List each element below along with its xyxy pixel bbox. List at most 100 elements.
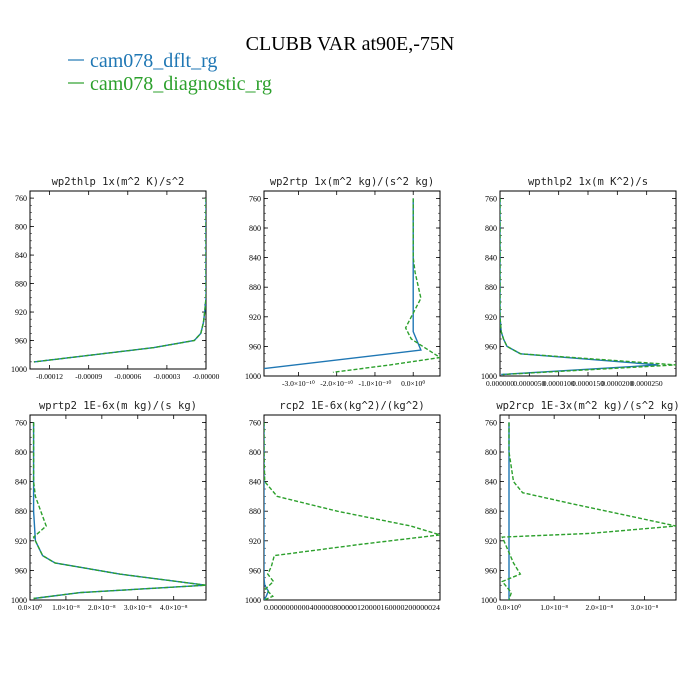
plot-frame [29,190,207,370]
panel-title: wp2thlp 1x(m^2 K)/s^2 [52,176,185,188]
x-tick-label: -0.00003 [153,372,180,381]
y-tick-label: 1000 [11,596,27,605]
y-tick-label: 800 [249,224,261,233]
panel-5: rcp2 1E-6x(kg^2)/(kg^2) 760 800 840 880 920 96… [245,400,441,612]
y-tick-label: 920 [249,313,261,322]
x-tick-label: -3.0×10⁻¹⁰ [282,379,315,388]
x-tick-labels-overprint: 0.00000000004000008000001200001600002000… [264,603,440,612]
y-tick-label: 960 [485,566,497,575]
y-tick-label: 840 [249,478,261,487]
y-tick-label: 760 [15,418,27,427]
series-line [500,198,659,376]
panel-6: wp2rcp 1E-3x(m^2 kg)/(s^2 kg) 760 800 840 88… [481,400,680,612]
x-tick-label: 3.0×10⁻⁸ [124,603,152,612]
x-tick-label: 3.0×10⁻⁸ [631,603,659,612]
y-tick-label: 920 [485,313,497,322]
series-group [33,198,206,363]
y-tick-label: 760 [485,418,497,427]
series-line [264,422,270,600]
panel-title: wprtp2 1E-6x(m kg)/(s kg) [39,400,197,412]
x-tick-label: -0.00006 [114,372,141,381]
y-tick-label: 800 [249,448,261,457]
series-line [33,198,206,363]
y-tick-label: 960 [249,566,261,575]
x-tick-label: 2.0×10⁻⁸ [88,603,116,612]
y-tick-label: 880 [249,283,261,292]
y-tick-label: 880 [485,283,497,292]
x-tick-label: 2.0×10⁻⁸ [585,603,613,612]
y-tick-label: 1000 [11,365,27,374]
y-tick-label: 800 [15,223,27,232]
y-tick-label: 840 [249,254,261,263]
panel-3: wpthlp2 1x(m K^2)/s 760 800 840 880 920 960 100… [481,176,677,388]
y-tick-label: 880 [249,507,261,516]
x-tick-label: 1.0×10⁻⁸ [52,603,80,612]
y-tick-label: 760 [15,194,27,203]
panel-4: wprtp2 1E-6x(m kg)/(s kg) 760 800 840 880 920… [11,400,207,612]
y-tick-label: 1000 [245,372,261,381]
panel-title: wp2rcp 1E-3x(m^2 kg)/(s^2 kg) [496,400,679,412]
series-group [501,422,676,600]
y-tick-label: 880 [485,507,497,516]
panel-title: rcp2 1E-6x(kg^2)/(kg^2) [279,400,424,412]
x-tick-label: 0.0000200 [601,379,633,388]
y-tick-label: 800 [485,448,497,457]
y-tick-label: 960 [15,337,27,346]
legend-label-dflt: cam078_dflt_rg [90,50,217,72]
x-tick-label: 0.0000250 [631,379,663,388]
series-line [332,198,440,373]
y-tick-label: 960 [485,342,497,351]
y-tick-label: 760 [249,418,261,427]
y-tick-label: 800 [15,448,27,457]
panel-title: wp2rtp 1x(m^2 kg)/(s^2 kg) [270,176,434,188]
x-tick-label: 0.0000150 [572,379,604,388]
y-tick-label: 880 [15,507,27,516]
y-tick-label: 840 [15,251,27,260]
y-tick-label: 960 [249,342,261,351]
series-line [500,198,676,376]
x-tick-label: 0.0000050 [513,379,545,388]
series-line [32,422,206,600]
y-tick-label: 760 [249,194,261,203]
legend-label-diagnostic: cam078_diagnostic_rg [90,73,272,95]
series-group [500,198,676,376]
x-tick-label: 0.0×10⁰ [401,379,425,388]
series-group [32,422,206,600]
y-tick-label: 760 [485,194,497,203]
series-line [264,198,422,370]
y-tick-label: 840 [485,254,497,263]
x-tick-label: -0.00009 [75,372,102,381]
plot-frame [263,190,441,377]
panels-group: wp2thlp 1x(m^2 K)/s^2 760 800 840 880 920 960 1… [11,176,680,612]
plot-frame [29,414,207,601]
x-tick-label: -1.0×10⁻¹⁰ [359,379,392,388]
y-tick-label: 1000 [481,596,497,605]
y-tick-label: 1000 [245,596,261,605]
x-tick-label: -0.00000 [193,372,220,381]
y-tick-label: 960 [15,566,27,575]
series-line [33,198,206,363]
figure-title: CLUBB VAR at90E,-75N [246,33,455,55]
plot-frame [499,414,677,601]
x-tick-label: 1.0×10⁻⁸ [540,603,568,612]
series-line [264,422,440,600]
x-tick-label: 0.0000100 [543,379,575,388]
x-tick-label: 0.0×10⁰ [497,603,521,612]
panel-2: wp2rtp 1x(m^2 kg)/(s^2 kg) 760 800 840 880 92… [245,176,441,388]
y-tick-label: 920 [15,308,27,317]
series-line [32,422,206,600]
y-tick-label: 840 [15,478,27,487]
plot-frame [263,414,441,601]
y-tick-label: 840 [485,478,497,487]
series-group [264,422,440,600]
y-tick-label: 920 [485,537,497,546]
panel-1: wp2thlp 1x(m^2 K)/s^2 760 800 840 880 920 960 1… [11,176,220,381]
series-group [264,198,440,373]
y-tick-label: 1000 [481,372,497,381]
y-tick-label: 920 [249,537,261,546]
series-line [501,422,676,600]
x-tick-label: 0.0×10⁰ [18,603,42,612]
plot-frame [499,190,677,377]
x-tick-label: 4.0×10⁻⁸ [160,603,188,612]
x-tick-label: 0.000000 [486,379,514,388]
